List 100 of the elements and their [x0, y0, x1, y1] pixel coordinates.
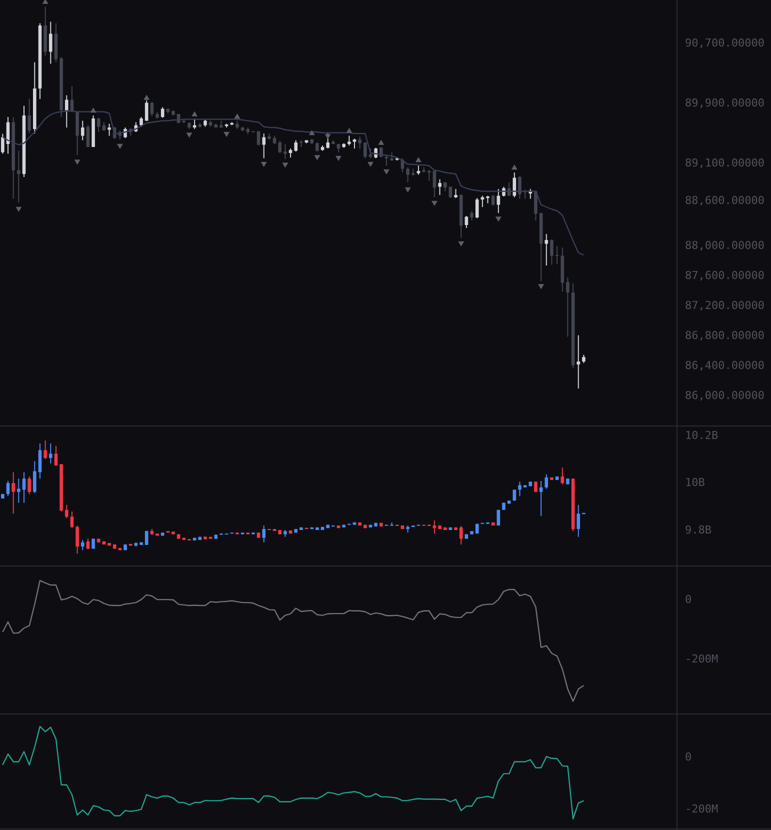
candlestick [566, 277, 570, 338]
candlestick [48, 443, 52, 464]
candlestick [438, 178, 442, 196]
candlestick [352, 138, 356, 149]
candlestick [406, 166, 410, 183]
candlestick [80, 120, 84, 141]
y-tick-label: 0 [685, 593, 692, 606]
candlestick [534, 190, 538, 221]
candlestick [294, 140, 298, 152]
candlestick [427, 170, 431, 182]
point [16, 206, 22, 212]
point [404, 187, 411, 192]
candlestick [576, 334, 580, 389]
candlestick [491, 194, 495, 206]
candlestick [518, 176, 522, 200]
candlestick [368, 148, 372, 159]
y-tick-label: 89,100.00000 [685, 156, 764, 170]
point [74, 160, 80, 165]
candlestick [44, 440, 47, 460]
candlestick [144, 100, 148, 122]
y-tick-label: 86,000.00000 [685, 389, 764, 402]
candlestick [384, 154, 388, 166]
candlestick [278, 140, 282, 154]
candlestick [48, 21, 52, 64]
point [308, 130, 315, 136]
point [324, 134, 331, 140]
point [415, 157, 422, 162]
candlestick [256, 130, 260, 146]
point [367, 162, 374, 167]
y-tick-label: 88,600.00000 [685, 194, 764, 208]
candlestick [80, 539, 84, 551]
candlestick [54, 445, 58, 466]
y-tick-label: 9.8B [685, 524, 712, 537]
point [378, 140, 384, 145]
y-tick-label: 89,900.00000 [685, 96, 764, 110]
point [234, 114, 240, 119]
candlestick [76, 524, 79, 554]
point [458, 241, 464, 246]
point [116, 144, 123, 149]
point [431, 200, 438, 206]
candlestick [262, 133, 266, 159]
candlestick [38, 443, 42, 480]
candlestick [17, 150, 20, 203]
point [495, 216, 502, 222]
candlestick [284, 144, 287, 160]
candlestick [96, 117, 100, 132]
candlestick [348, 135, 351, 146]
candlestick [432, 170, 436, 198]
y-tick-label: -200M [685, 802, 718, 816]
point [346, 128, 352, 133]
candlestick [22, 472, 26, 504]
candlestick [32, 460, 36, 494]
candlestick [108, 123, 111, 136]
candlestick [560, 467, 564, 485]
candlestick [17, 478, 20, 504]
y-tick-label: 88,000.00000 [685, 239, 764, 252]
y-tick-label: 0 [685, 750, 692, 764]
point [260, 162, 267, 167]
candlestick [518, 481, 522, 497]
point [538, 284, 544, 290]
y-tick-label: 87,200.00000 [685, 299, 764, 312]
point [336, 156, 342, 161]
candlestick [470, 210, 474, 221]
y-tick-label: 10.2B [685, 428, 718, 442]
candlestick [550, 238, 554, 266]
point [511, 164, 518, 170]
candlestick [358, 136, 362, 149]
candlestick [459, 525, 463, 545]
point [282, 162, 288, 168]
point [186, 132, 192, 138]
candlestick [28, 98, 31, 134]
point [192, 111, 198, 116]
candlestick [555, 246, 559, 264]
candlestick [496, 188, 500, 214]
candlestick [6, 480, 10, 497]
candlestick [144, 530, 148, 546]
candlestick [86, 124, 90, 148]
line-series [2, 580, 584, 702]
candlestick [576, 504, 580, 538]
candlestick [64, 94, 68, 128]
candlestick [28, 476, 31, 494]
candlestick [544, 234, 548, 266]
y-tick-label: -200M [685, 652, 718, 666]
y-tick-label: 86,800.00000 [685, 329, 764, 342]
candlestick [64, 504, 68, 519]
candlestick [140, 116, 143, 128]
y-tick-label: 86,400.00000 [685, 359, 764, 372]
point [383, 169, 390, 174]
point [314, 155, 320, 160]
candlestick [70, 511, 74, 529]
candlestick [544, 474, 548, 490]
candlestick [364, 142, 367, 159]
candlestick [539, 480, 543, 517]
candlestick [1, 133, 4, 154]
line-series [2, 726, 584, 820]
candlestick [496, 509, 500, 526]
point [144, 94, 150, 100]
y-tick-label: 87,600.00000 [685, 269, 764, 282]
candlestick [262, 524, 266, 543]
y-tick-label: 90,700.00000 [685, 36, 764, 50]
